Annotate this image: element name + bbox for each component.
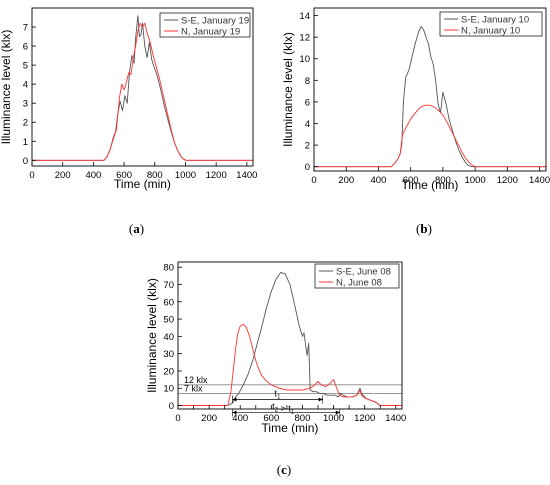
x-tick-label: 800 [147, 170, 163, 181]
chart-panel-1: 0 200 400 600 800 1000 1200 1400 0 1 2 3 4 5 6 7 Time (m… [0, 7, 257, 236]
x-tick-label: 1000 [465, 175, 486, 186]
x-tick-label: 1000 [323, 413, 344, 424]
legend-box [439, 11, 543, 37]
x-tick-label: 400 [371, 175, 387, 186]
x-tick-label: 1400 [236, 170, 257, 181]
y-tick-label: 8 [305, 76, 310, 87]
interval-label: t2 > t1 [272, 401, 295, 415]
y-tick-label: 10 [299, 54, 310, 65]
x-tick-label: 1200 [354, 413, 375, 424]
plot-frame [31, 7, 254, 167]
reference-line-label: 12 klx [184, 375, 208, 385]
x-tick-label: 1400 [385, 413, 406, 424]
y-tick-label: 12 [299, 33, 310, 44]
y-tick-label: 80 [163, 263, 174, 274]
y-axis-title: Illuminance level (klx) [0, 30, 13, 145]
plot-frame [313, 7, 547, 172]
legend-box [314, 263, 400, 289]
x-tick-label: 800 [295, 413, 311, 424]
panel-label: (a) [129, 221, 144, 236]
y-tick-label: 6 [23, 42, 28, 53]
series-line-n [178, 323, 402, 406]
x-tick-label: 600 [403, 175, 419, 186]
plot-frame [177, 261, 403, 410]
series-line-n [32, 22, 253, 161]
x-axis-title: Time (min) [114, 177, 171, 191]
x-tick-label: 400 [232, 413, 248, 424]
x-axis-title: Time (min) [262, 421, 319, 435]
x-tick-label: 1200 [497, 175, 518, 186]
y-tick-label: 70 [163, 280, 174, 291]
x-axis-title: Time (min) [402, 178, 459, 192]
y-tick-label: 6 [305, 97, 310, 108]
y-tick-label: 20 [163, 366, 174, 377]
legend-label: N, January 10 [461, 26, 520, 37]
reference-line-label: 7 klx [184, 383, 203, 393]
legend-box [159, 12, 251, 38]
legend-label: N, January 19 [181, 27, 240, 38]
panel-label: (c) [277, 462, 291, 477]
x-tick-label: 800 [435, 175, 451, 186]
y-axis-title: Illuminance level (klx) [145, 278, 159, 393]
legend-label: S-E, January 19 [181, 16, 249, 27]
x-tick-label: 600 [116, 170, 132, 181]
interval-label: t1 [275, 388, 282, 400]
y-tick-label: 50 [163, 315, 174, 326]
y-tick-label: 60 [163, 297, 174, 308]
y-tick-label: 10 [163, 384, 174, 395]
y-axis-title: Illuminance level (klx) [281, 32, 295, 147]
chart-panel-2: 0 200 400 600 800 1000 1200 1400 0 2 4 6 8 10 12 14 Time… [281, 7, 550, 236]
x-tick-label: 1000 [175, 170, 196, 181]
y-tick-label: 0 [169, 401, 174, 412]
series-line-n [314, 104, 546, 168]
y-tick-label: 0 [23, 156, 28, 167]
x-tick-label: 600 [263, 413, 279, 424]
y-tick-label: 7 [23, 23, 28, 34]
legend-label: S-E, June 08 [336, 267, 391, 278]
y-tick-label: 2 [305, 141, 310, 152]
y-tick-label: 4 [23, 80, 28, 91]
y-tick-label: 4 [305, 119, 310, 130]
x-tick-label: 0 [175, 413, 180, 424]
y-tick-label: 14 [299, 11, 310, 22]
panel-label: (b) [416, 221, 432, 236]
legend-label: N, June 08 [336, 278, 382, 289]
y-tick-label: 3 [23, 99, 28, 110]
x-tick-label: 200 [55, 170, 71, 181]
x-tick-label: 400 [85, 170, 101, 181]
y-tick-label: 0 [305, 162, 310, 173]
x-tick-label: 0 [311, 175, 316, 186]
y-tick-label: 5 [23, 61, 28, 72]
y-tick-label: 40 [163, 332, 174, 343]
x-tick-label: 0 [29, 170, 34, 181]
y-tick-label: 30 [163, 349, 174, 360]
x-tick-label: 1400 [529, 175, 550, 186]
series-line-se [314, 25, 546, 168]
x-tick-label: 200 [338, 175, 354, 186]
x-tick-label: 1200 [206, 170, 227, 181]
y-tick-label: 2 [23, 118, 28, 129]
y-tick-label: 1 [23, 137, 28, 148]
x-tick-label: 200 [201, 413, 217, 424]
legend-label: S-E, January 10 [461, 15, 529, 26]
series-line-se [178, 271, 402, 406]
